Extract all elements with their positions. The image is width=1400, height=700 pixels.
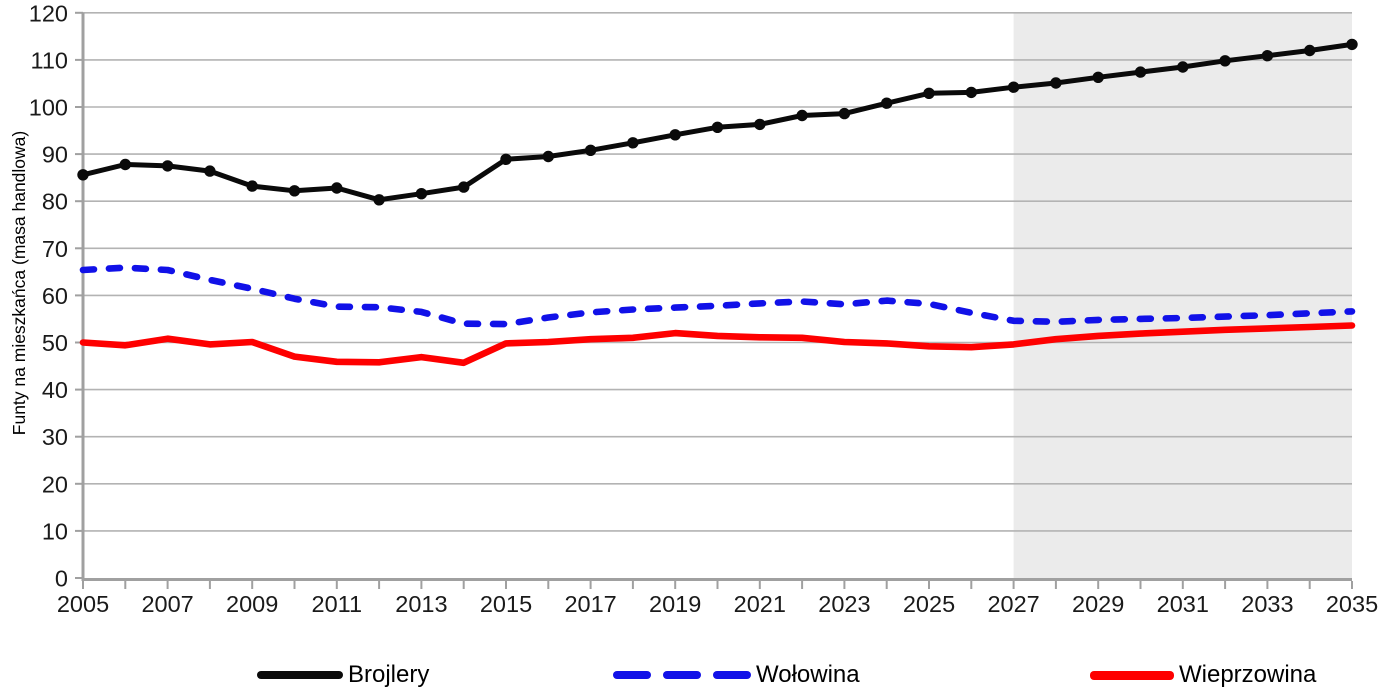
y-tick-label: 40 [42,377,68,403]
data-point-marker [415,188,428,200]
data-point-marker [331,182,343,194]
data-point-marker [711,121,724,133]
data-point-marker [1346,38,1358,51]
data-point-marker [669,129,681,141]
y-tick-label: 90 [42,142,68,168]
y-axis-title: Funty na mieszkańca (masa handlowa) [9,131,29,435]
data-point-marker [204,165,216,177]
y-tick-label: 60 [42,283,68,309]
x-tick-label: 2027 [987,591,1039,617]
y-tick-labels: 0 10 20 30 40 50 60 70 80 90 100 110 120 [29,0,68,591]
data-point-marker [1261,50,1274,62]
y-tick-label: 80 [42,189,68,215]
data-point-marker [1177,61,1189,73]
x-tick-labels: 2005 2007 2009 2011 2013 2015 2017 2019 2021 2023… [57,591,1378,617]
series-line [79,264,1356,328]
data-point-marker [1092,71,1104,84]
y-tick-label: 100 [29,95,68,121]
x-tick-label: 2019 [649,591,701,617]
y-tick-label: 30 [42,424,68,450]
data-point-marker [627,137,639,149]
x-tick-label: 2005 [57,591,109,617]
gridlines [83,12,1352,532]
data-point-marker [288,185,301,197]
series-line [79,322,1356,367]
data-point-marker [1134,66,1147,78]
x-tick-label: 2021 [734,591,786,617]
y-tick-label: 70 [42,236,68,262]
data-point-marker [542,150,554,163]
data-point-marker [373,194,385,206]
plot-area: 0 10 20 30 40 50 60 70 80 90 100 110 120 2005 2007 2009… [29,0,1378,617]
y-tick-label: 110 [31,47,68,73]
data-point-marker [838,107,851,120]
x-tick-label: 2031 [1157,591,1209,617]
data-point-marker [1050,77,1062,89]
x-tick-label: 2035 [1326,591,1378,617]
data-point-marker [923,87,935,100]
x-tick-label: 2015 [480,591,532,617]
x-tick-label: 2023 [818,591,870,617]
x-tick-label: 2009 [226,591,278,617]
y-tick-label: 10 [42,518,68,544]
data-point-marker [881,97,893,109]
data-point-marker [1219,55,1231,67]
y-tick-label: 120 [29,0,68,26]
series-brojlery [77,38,1358,206]
y-tick-label: 0 [55,566,68,592]
series-wieprzowina [79,322,1356,367]
data-point-marker [458,181,470,193]
data-point-marker [500,153,512,165]
x-tick-label: 2007 [141,591,193,617]
data-point-marker [246,180,258,192]
data-point-marker [1007,81,1020,93]
data-point-marker [584,144,597,156]
data-point-marker [119,158,131,171]
data-point-marker [965,86,977,99]
x-tick-label: 2029 [1072,591,1124,617]
data-point-marker [1304,44,1316,57]
data-point-marker [796,109,808,122]
axis-ticks [75,11,1353,589]
x-tick-label: 2013 [395,591,447,617]
x-tick-label: 2025 [903,591,955,617]
data-point-marker [161,160,174,172]
data-point-marker [77,169,89,181]
x-tick-label: 2017 [564,591,616,617]
series-woowina [79,264,1356,328]
data-point-marker [754,118,766,131]
x-tick-label: 2011 [312,591,363,617]
x-tick-label: 2033 [1241,591,1293,617]
y-tick-label: 20 [42,471,68,497]
y-tick-label: 50 [42,330,68,356]
